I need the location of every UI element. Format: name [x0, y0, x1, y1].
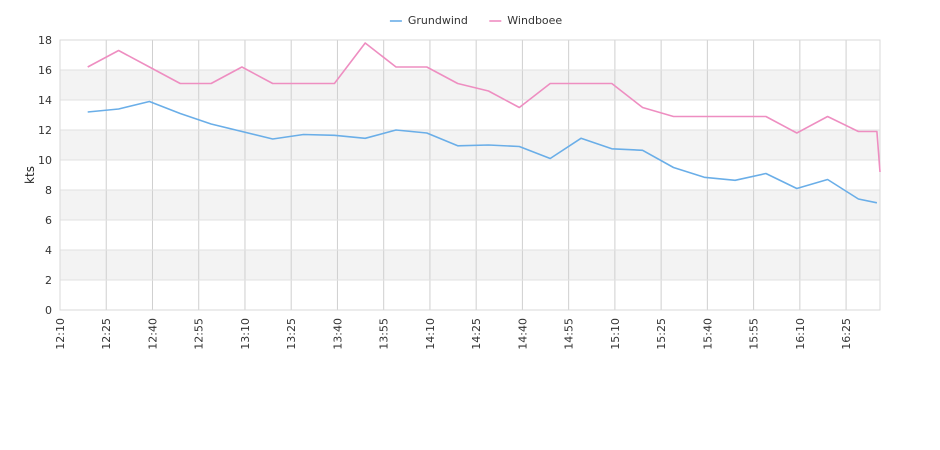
- y-tick-label: 18: [38, 34, 52, 47]
- legend-label-grundwind: Grundwind: [408, 14, 468, 27]
- x-tick-label: 15:25: [655, 318, 668, 350]
- y-axis-tick-labels: 0 2 4 6 8 10 12 14 16 18: [38, 34, 52, 317]
- series-line-grundwind: [87, 100, 878, 204]
- x-tick-label: 14:40: [516, 318, 529, 350]
- x-tick-label: 14:55: [563, 318, 576, 350]
- y-tick-label: 16: [38, 64, 52, 77]
- x-tick-label: 12:10: [54, 318, 67, 350]
- x-tick-label: 16:10: [794, 318, 807, 350]
- x-tick-label: 12:40: [146, 318, 159, 350]
- x-tick-label: 13:55: [378, 318, 391, 350]
- legend-label-windboee: Windboee: [507, 14, 562, 27]
- background-band: [60, 250, 880, 280]
- series-lines: [87, 42, 881, 204]
- x-tick-label: 13:40: [331, 318, 344, 350]
- y-axis-title: kts: [23, 166, 37, 184]
- x-tick-label: 13:10: [239, 318, 252, 350]
- y-tick-label: 8: [45, 184, 52, 197]
- x-axis-tick-labels: 12:10 12:25 12:40 12:55 13:10 13:25 13:40 13:55…: [54, 318, 853, 350]
- x-tick-label: 15:10: [609, 318, 622, 350]
- y-tick-label: 10: [38, 154, 52, 167]
- y-tick-label: 0: [45, 304, 52, 317]
- y-tick-label: 12: [38, 124, 52, 137]
- x-tick-label: 14:10: [424, 318, 437, 350]
- legend: Grundwind Windboee: [389, 14, 562, 27]
- series-line-windboee: [87, 42, 881, 173]
- x-tick-label: 12:25: [100, 318, 113, 350]
- x-tick-label: 16:25: [840, 318, 853, 350]
- y-tick-label: 14: [38, 94, 52, 107]
- background-band: [60, 190, 880, 220]
- x-tick-label: 13:25: [285, 318, 298, 350]
- y-tick-label: 4: [45, 244, 52, 257]
- x-tick-label: 14:25: [470, 318, 483, 350]
- x-tick-label: 12:55: [193, 318, 206, 350]
- y-tick-label: 6: [45, 214, 52, 227]
- x-tick-label: 15:40: [701, 318, 714, 350]
- background-band: [60, 70, 880, 100]
- x-tick-label: 15:55: [748, 318, 761, 350]
- plot-frame: [59, 39, 881, 311]
- y-tick-label: 2: [45, 274, 52, 287]
- background-bands: [60, 70, 880, 280]
